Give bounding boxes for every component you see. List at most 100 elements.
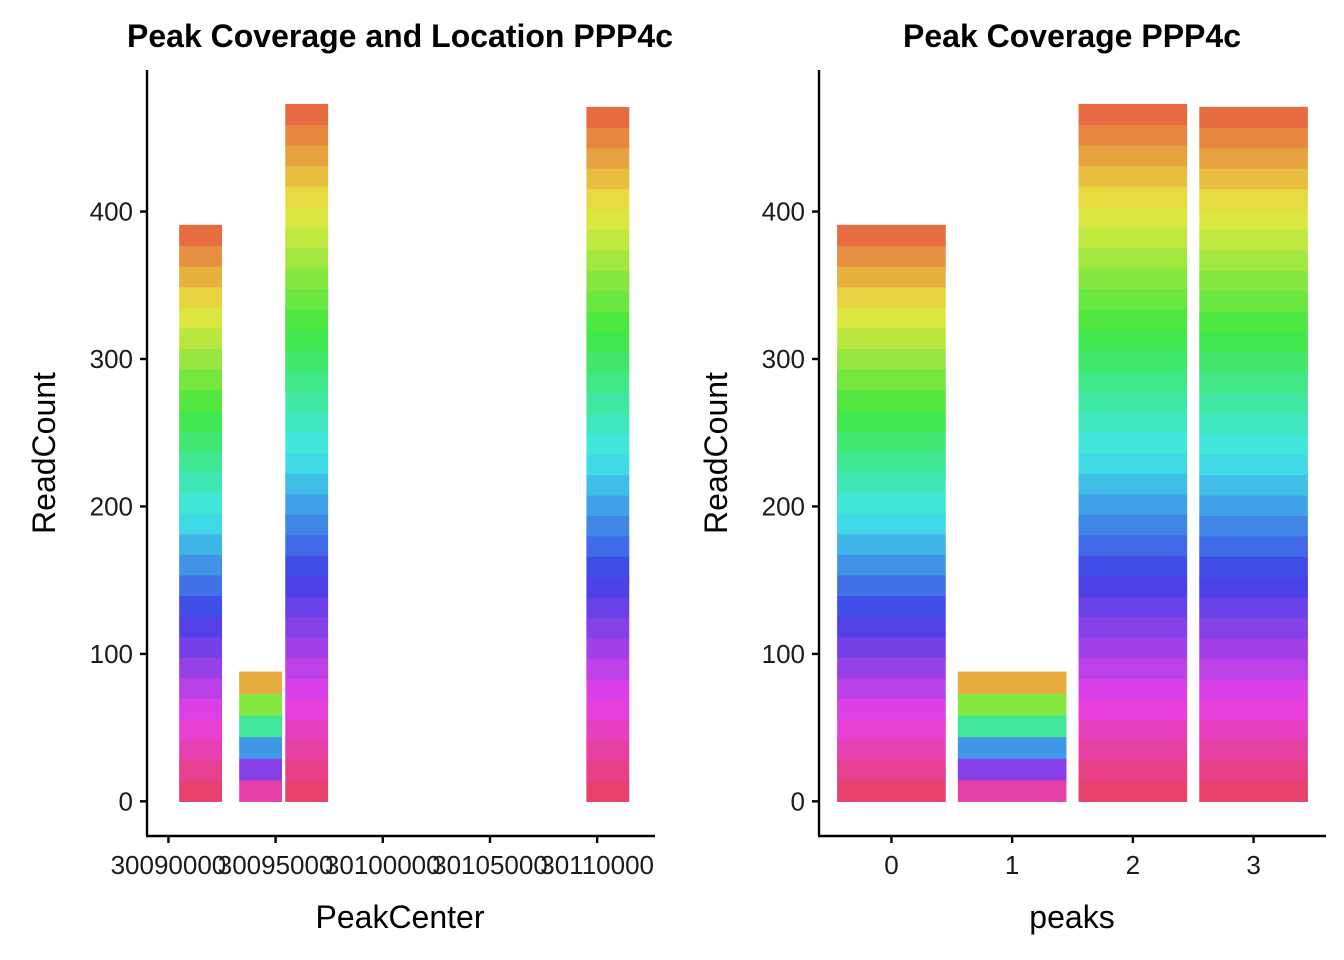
- bar-segment: [586, 719, 630, 741]
- bar-segment: [586, 147, 630, 169]
- bar-segment: [285, 596, 329, 618]
- bar-segment: [837, 410, 946, 432]
- bar-segment: [837, 286, 946, 308]
- bar-segment: [179, 636, 223, 658]
- bar-segment: [285, 514, 329, 536]
- bar-segment: [285, 555, 329, 577]
- bar-segment: [837, 698, 946, 720]
- bar-segment: [179, 471, 223, 494]
- bar-segment: [837, 513, 946, 535]
- bar-segment: [179, 554, 223, 576]
- y-tick-group: 0 100 200 300 400: [762, 197, 819, 816]
- bar-segment: [179, 718, 223, 741]
- bar-segment: [1199, 535, 1308, 557]
- bar-segment: [1199, 678, 1308, 700]
- bar-segment: [1078, 575, 1188, 597]
- bar-segment: [957, 693, 1067, 716]
- bar-segment: [1199, 208, 1308, 231]
- bar-segment: [179, 327, 223, 349]
- bar-segment: [1078, 780, 1188, 802]
- bar-segment: [179, 760, 223, 782]
- bar-segment: [1199, 147, 1308, 169]
- bar-segment: [1078, 719, 1188, 741]
- bar-segment: [586, 413, 630, 435]
- bar-segment: [1199, 372, 1308, 394]
- bar-segment: [1078, 534, 1188, 556]
- bar-segment: [586, 270, 630, 292]
- bar-segment: [1078, 124, 1188, 146]
- bar-segment: [285, 473, 329, 495]
- bar-segment: [285, 678, 329, 700]
- x-tick-label: 30105000: [432, 850, 548, 880]
- bar-segment: [837, 451, 946, 473]
- bar-segment: [239, 758, 283, 781]
- bar-segment: [1199, 413, 1308, 435]
- bar-segment: [837, 595, 946, 617]
- y-tick-label: 300: [90, 344, 133, 374]
- bar-segment: [1199, 658, 1308, 680]
- bar-segment: [837, 677, 946, 699]
- x-tick-group: 0 1 2 3: [884, 836, 1261, 880]
- bar-segment: [285, 288, 329, 310]
- bar-segment: [957, 779, 1067, 802]
- x-axis-label: PeakCenter: [316, 899, 485, 935]
- bar-segment: [837, 245, 946, 267]
- chart-title: Peak Coverage PPP4c: [903, 18, 1241, 54]
- bar-segment: [179, 451, 223, 473]
- x-axis-label: peaks: [1029, 899, 1114, 935]
- bar-segment: [586, 454, 630, 476]
- bar-segment: [1078, 185, 1188, 208]
- bar-segment: [285, 739, 329, 761]
- bar: [586, 106, 630, 802]
- bar-segment: [586, 311, 630, 333]
- bar-segment: [1078, 247, 1188, 269]
- bar-segment: [1199, 719, 1308, 741]
- bar-segment: [837, 389, 946, 411]
- bar-segment: [1078, 309, 1188, 331]
- bar-segment: [837, 307, 946, 329]
- bar-segment: [179, 595, 223, 617]
- bar-segment: [1199, 760, 1308, 782]
- y-tick-label: 400: [762, 197, 805, 227]
- bar-segment: [1078, 350, 1188, 372]
- bar-segment: [1199, 576, 1308, 598]
- bar-segment: [1078, 268, 1188, 290]
- bar-segment: [586, 760, 630, 782]
- bar-segment: [1199, 106, 1308, 128]
- bar-segment: [586, 740, 630, 762]
- chart-peaks-panel: Peak Coverage PPP4c 0 100 200 300 400 0 1 2 3 p…: [698, 18, 1326, 935]
- bar-segment: [1199, 474, 1308, 496]
- bar-segment: [179, 513, 223, 535]
- bar-segment: [179, 348, 223, 370]
- bar-segment: [179, 389, 223, 411]
- x-tick-label: 3: [1246, 850, 1260, 880]
- bar-segment: [179, 245, 223, 267]
- bar-segment: [837, 574, 946, 597]
- bar-segment: [1199, 229, 1308, 251]
- bar-segment: [1199, 392, 1308, 414]
- bar-segment: [1078, 288, 1188, 310]
- bar-segment: [1078, 493, 1188, 515]
- y-tick-group: 0 100 200 300 400: [90, 197, 147, 816]
- bar-segment: [1078, 391, 1188, 413]
- bar-segment: [957, 671, 1067, 694]
- bar-segment: [586, 106, 630, 128]
- bar-segment: [1199, 270, 1308, 292]
- bar-segment: [1078, 226, 1188, 249]
- bar-segment: [1078, 411, 1188, 433]
- bar-segment: [1078, 329, 1188, 351]
- bar-segment: [1078, 678, 1188, 700]
- bar-segment: [586, 637, 630, 659]
- bar-segment: [586, 556, 630, 578]
- bar-segment: [586, 433, 630, 455]
- bar-segment: [179, 739, 223, 761]
- bar-segment: [239, 714, 283, 738]
- bar-group: [179, 103, 630, 802]
- bar-segment: [239, 779, 283, 802]
- bar-segment: [586, 188, 630, 210]
- bar-segment: [1199, 494, 1308, 516]
- bar-segment: [1078, 657, 1188, 679]
- bar-segment: [586, 699, 630, 721]
- bar-segment: [1199, 290, 1308, 312]
